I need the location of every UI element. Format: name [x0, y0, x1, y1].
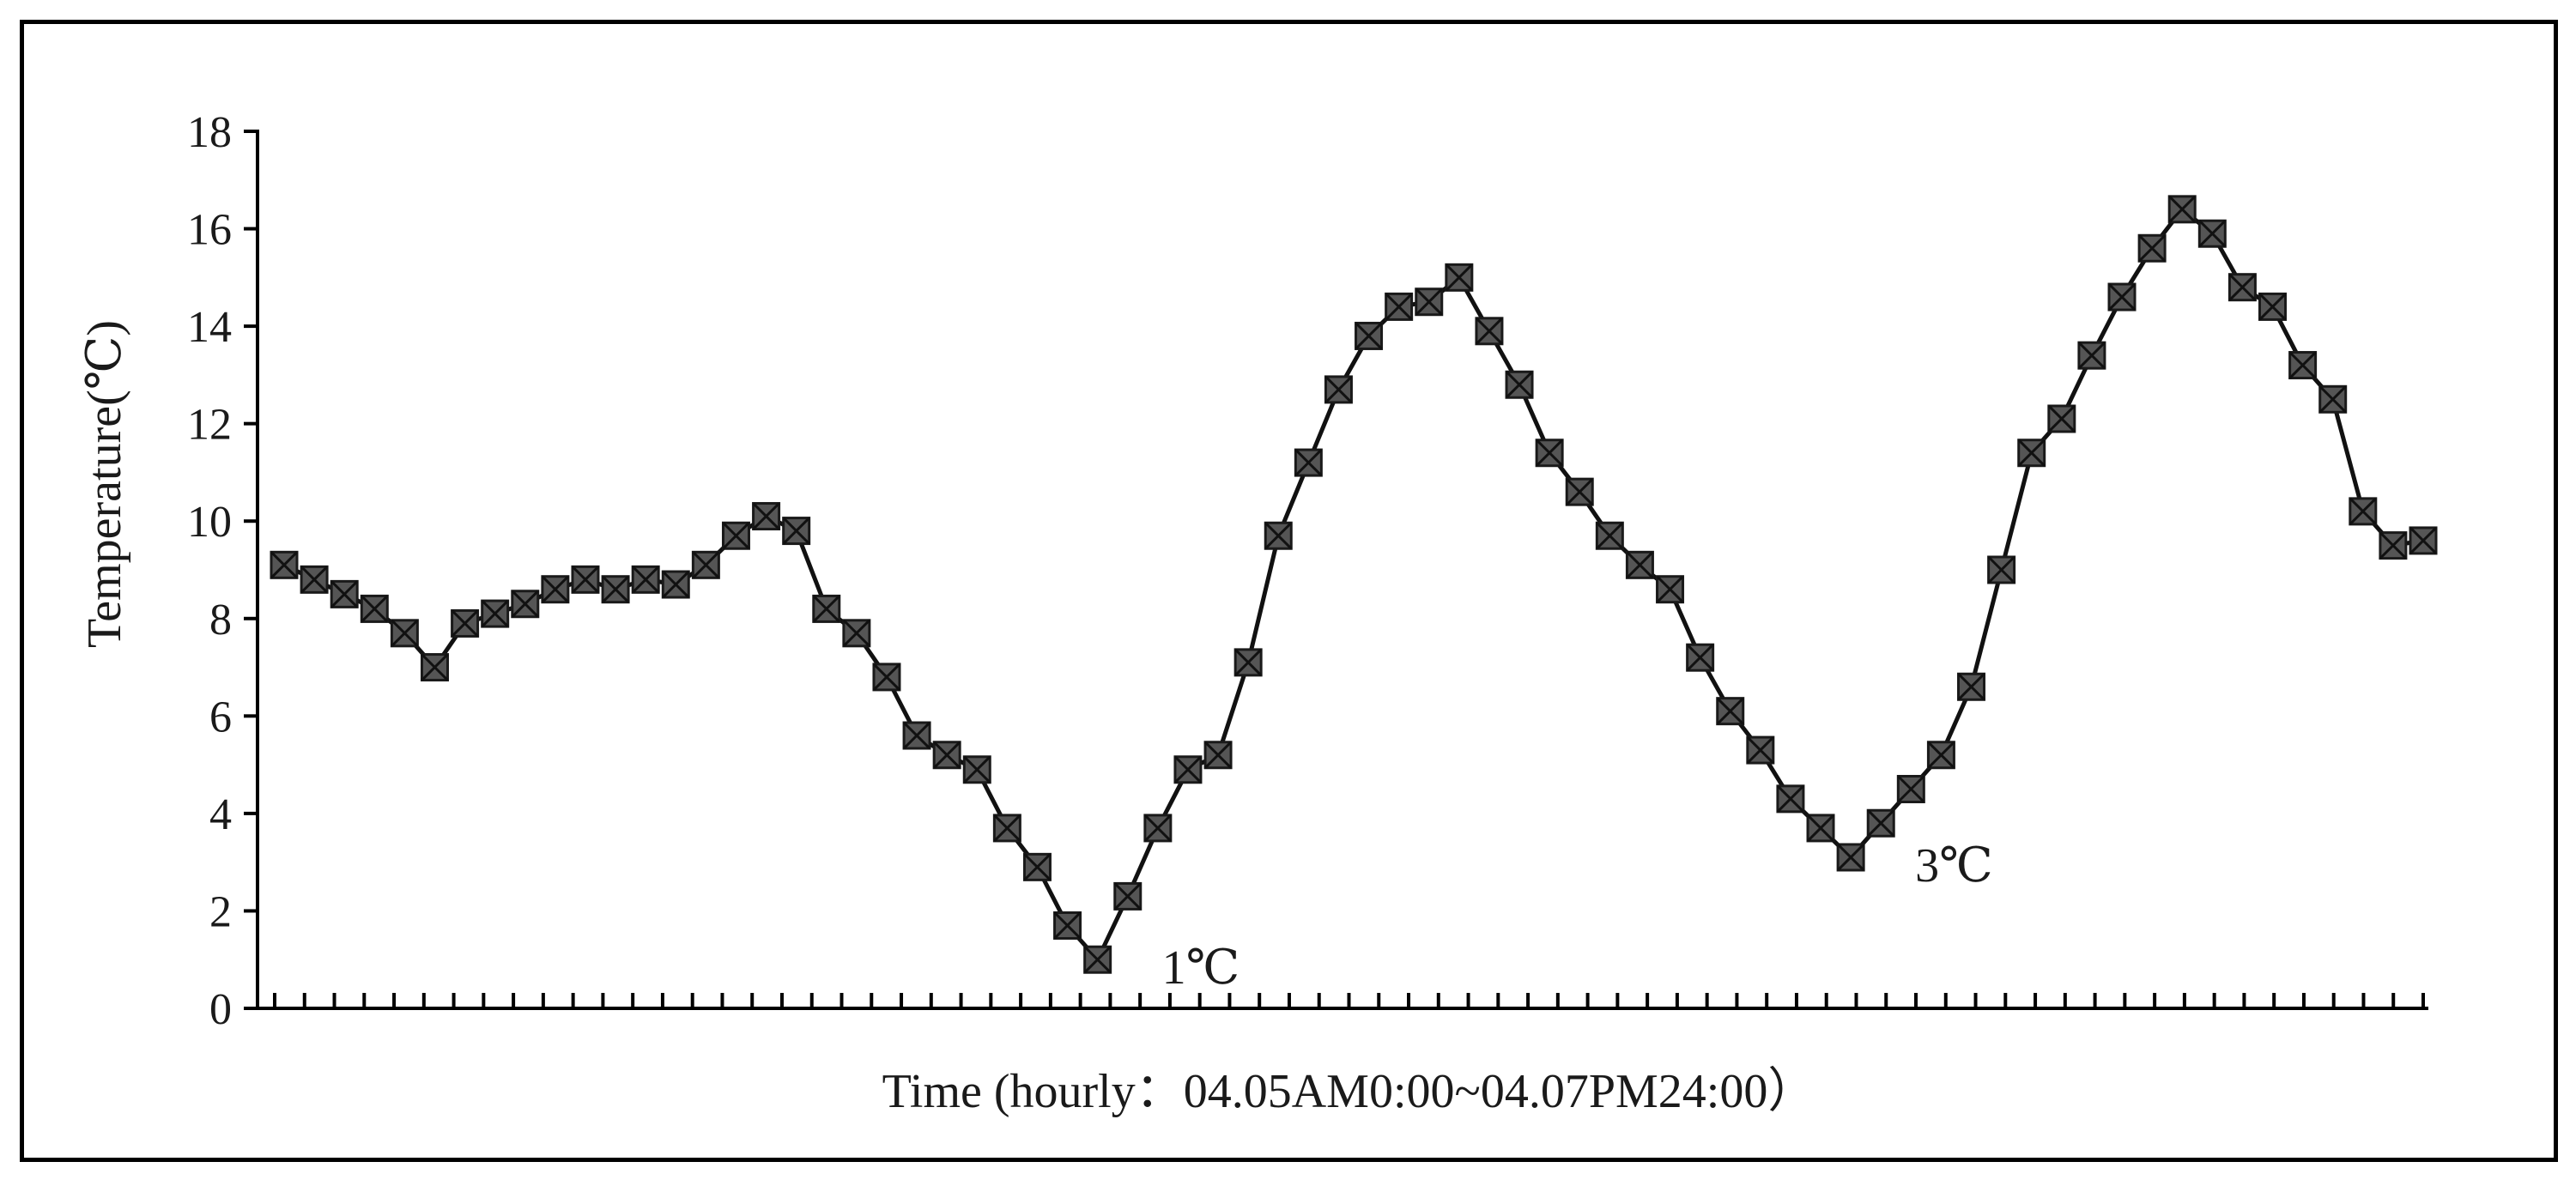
data-point — [661, 570, 690, 599]
y-tick-label: 18 — [187, 108, 232, 157]
data-point — [300, 565, 329, 594]
data-point — [451, 608, 480, 638]
data-point — [962, 755, 991, 784]
data-point — [1022, 852, 1052, 881]
data-point — [1866, 808, 1895, 838]
data-annotation: 1℃ — [1162, 941, 1240, 995]
data-point — [2077, 341, 2106, 370]
y-tick-label: 14 — [187, 303, 232, 352]
data-point — [721, 521, 750, 550]
data-point — [481, 599, 510, 628]
data-point — [1987, 555, 2016, 584]
data-point — [1535, 439, 1564, 468]
data-point — [420, 653, 449, 682]
data-point — [1355, 321, 1384, 350]
data-annotation: 3℃ — [1915, 839, 1993, 892]
series-temperature — [270, 195, 2438, 974]
y-tick-label: 8 — [209, 596, 232, 644]
y-tick-label: 10 — [187, 498, 232, 547]
temperature-line-chart: 0 2 4 6 8 10 12 14 16 18 1℃ 3℃ Time (hourly：04.05A… — [78, 108, 2438, 1118]
data-point — [2288, 351, 2318, 380]
data-point — [932, 741, 961, 770]
y-tick-label: 2 — [209, 887, 232, 936]
data-point — [1746, 735, 1775, 765]
data-point — [812, 594, 841, 623]
data-point — [2197, 219, 2227, 248]
data-point — [1716, 697, 1745, 726]
data-point — [1415, 287, 1444, 317]
data-point — [1294, 448, 1323, 477]
y-tick-label: 16 — [187, 206, 232, 255]
y-axis-title: Temperature(℃) — [78, 320, 131, 648]
data-point — [2047, 404, 2076, 433]
data-point — [571, 565, 600, 594]
data-point — [1926, 741, 1955, 770]
data-point — [1475, 317, 1504, 346]
data-point — [511, 590, 540, 619]
data-point — [1686, 643, 1715, 672]
data-point — [541, 575, 570, 604]
data-point — [752, 502, 781, 531]
data-point — [1806, 814, 1835, 843]
data-point — [360, 594, 389, 623]
data-point — [2409, 526, 2438, 555]
data-point — [2167, 195, 2197, 224]
data-point — [992, 814, 1021, 843]
data-point — [1776, 784, 1805, 814]
data-point — [691, 550, 720, 579]
y-tick-label: 0 — [209, 985, 232, 1034]
data-point — [2258, 292, 2288, 321]
data-point — [1053, 911, 1082, 940]
data-point — [2379, 531, 2408, 560]
data-point — [872, 663, 901, 692]
data-point — [1324, 375, 1353, 404]
data-point — [902, 721, 931, 750]
data-point — [1264, 521, 1293, 550]
data-point — [1957, 672, 1986, 701]
data-point — [270, 550, 299, 579]
data-point — [842, 619, 871, 648]
data-point — [1203, 741, 1233, 770]
data-point — [2107, 282, 2137, 312]
data-point — [1505, 370, 1534, 399]
data-point — [2137, 233, 2167, 263]
data-point — [1083, 945, 1112, 974]
data-point — [1595, 521, 1624, 550]
data-point — [1625, 550, 1654, 579]
y-tick-label: 6 — [209, 693, 232, 741]
data-point — [1385, 292, 1414, 321]
x-axis-title: Time (hourly：04.05AM0:00~04.07PM24:00） — [882, 1065, 1816, 1118]
data-point — [1445, 263, 1474, 292]
data-point — [2318, 384, 2348, 414]
data-point — [631, 565, 660, 594]
data-point — [1113, 881, 1143, 911]
annotations: 1℃ 3℃ — [1162, 839, 1993, 995]
data-point — [2017, 439, 2046, 468]
data-point — [1173, 755, 1203, 784]
data-point — [2349, 497, 2378, 526]
y-tick-label: 4 — [209, 790, 232, 839]
y-axis: 0 2 4 6 8 10 12 14 16 18 — [187, 108, 259, 1034]
data-point — [782, 517, 811, 546]
data-point — [330, 579, 359, 608]
data-point — [1656, 575, 1685, 604]
data-point — [2227, 273, 2257, 302]
x-axis — [258, 993, 2428, 1010]
data-point — [390, 619, 419, 648]
chart-frame: 0 2 4 6 8 10 12 14 16 18 1℃ 3℃ Time (hourly：04.05A… — [20, 20, 2558, 1162]
data-point — [1143, 814, 1173, 843]
y-tick-label: 12 — [187, 401, 232, 450]
data-point — [1565, 477, 1594, 506]
data-point — [601, 575, 630, 604]
data-point — [1896, 775, 1925, 803]
data-point — [1836, 843, 1865, 872]
data-point — [1233, 648, 1263, 677]
